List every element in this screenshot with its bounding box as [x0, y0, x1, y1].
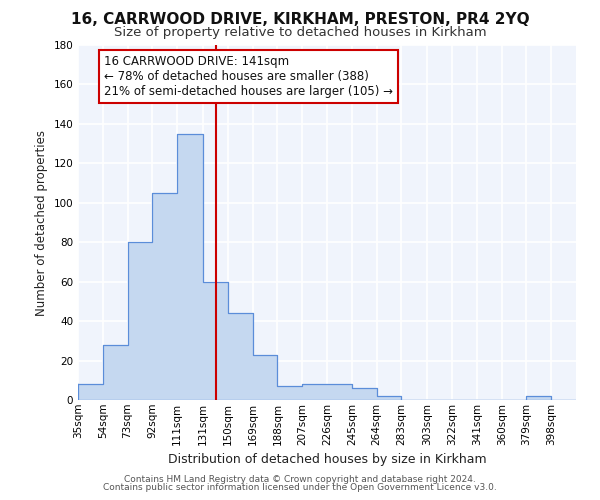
Y-axis label: Number of detached properties: Number of detached properties [35, 130, 48, 316]
Text: Contains HM Land Registry data © Crown copyright and database right 2024.: Contains HM Land Registry data © Crown c… [124, 475, 476, 484]
Text: 16 CARRWOOD DRIVE: 141sqm
← 78% of detached houses are smaller (388)
21% of semi: 16 CARRWOOD DRIVE: 141sqm ← 78% of detac… [104, 55, 393, 98]
Text: 16, CARRWOOD DRIVE, KIRKHAM, PRESTON, PR4 2YQ: 16, CARRWOOD DRIVE, KIRKHAM, PRESTON, PR… [71, 12, 529, 28]
X-axis label: Distribution of detached houses by size in Kirkham: Distribution of detached houses by size … [167, 453, 487, 466]
Text: Size of property relative to detached houses in Kirkham: Size of property relative to detached ho… [113, 26, 487, 39]
Text: Contains public sector information licensed under the Open Government Licence v3: Contains public sector information licen… [103, 484, 497, 492]
